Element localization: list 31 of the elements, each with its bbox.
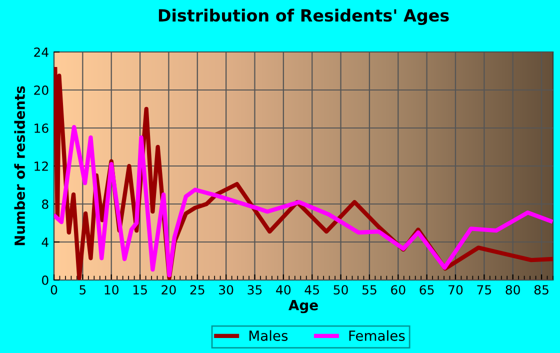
x-tick-label: 80 <box>506 285 520 295</box>
y-tick-label: 24 <box>34 47 48 57</box>
y-tick-label: 8 <box>42 199 48 209</box>
x-tick-label: 20 <box>162 285 176 295</box>
y-axis-title: Number of residents <box>14 86 25 246</box>
x-tick-label: 70 <box>448 285 463 295</box>
line-series <box>54 124 553 278</box>
x-tick-label: 30 <box>219 285 234 295</box>
x-tick-label: 15 <box>133 285 147 295</box>
x-tick-label: 55 <box>362 285 376 295</box>
x-tick-label: 10 <box>104 285 118 295</box>
y-tick-label: 4 <box>42 238 48 247</box>
x-tick-label: 0 <box>50 285 58 295</box>
x-axis-title: Age <box>288 300 318 314</box>
x-tick-label: 40 <box>276 285 291 295</box>
y-tick-label: 20 <box>34 85 48 95</box>
y-tick-label: 0 <box>42 275 48 285</box>
x-tick-label: 65 <box>420 285 434 295</box>
x-tick-label: 60 <box>391 285 406 295</box>
x-tick-label: 35 <box>248 285 262 295</box>
x-tick-label: 45 <box>304 285 319 295</box>
y-tick-label: 16 <box>34 123 48 133</box>
x-tick-label: 75 <box>477 285 492 295</box>
legend-label: Females <box>349 330 405 341</box>
legend-label: Males <box>249 330 288 341</box>
y-tick-label: 12 <box>34 161 48 171</box>
x-tick-label: 25 <box>190 285 204 295</box>
x-tick-label: 50 <box>334 285 348 295</box>
x-tick-label: 5 <box>80 285 86 295</box>
x-tick-label: 85 <box>534 285 548 295</box>
chart-title: Distribution of Residents' Ages <box>158 8 449 26</box>
